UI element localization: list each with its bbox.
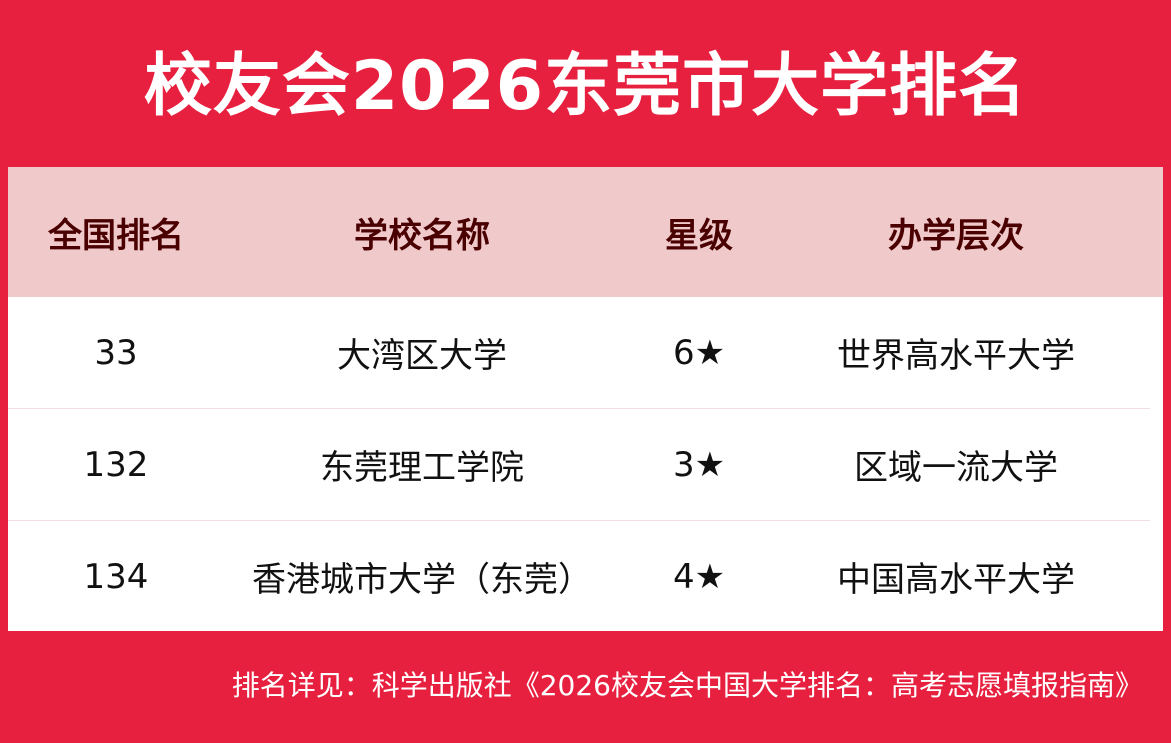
table-row: 132 东莞理工学院 3★ 区域一流大学 (8, 408, 1150, 520)
school-name-cell: 香港城市大学（东莞） (252, 560, 592, 600)
source-footnote: 排名详见：科学出版社《2026校友会中国大学排名：高考志愿填报指南》 (231, 669, 1143, 702)
level-cell: 世界高水平大学 (837, 336, 1075, 376)
rank-cell: 33 (94, 332, 138, 373)
stars-cell: 4★ (672, 556, 726, 597)
school-name-cell: 东莞理工学院 (320, 448, 524, 488)
level-cell: 中国高水平大学 (837, 560, 1075, 600)
header-school-name: 学校名称 (354, 215, 490, 256)
header-level: 办学层次 (888, 215, 1024, 256)
table-row: 33 大湾区大学 6★ 世界高水平大学 (8, 297, 1150, 408)
header-rank: 全国排名 (48, 215, 184, 256)
school-name-cell: 大湾区大学 (337, 336, 507, 376)
stars-cell: 6★ (672, 332, 726, 373)
level-cell: 区域一流大学 (854, 448, 1058, 488)
table-row: 134 香港城市大学（东莞） 4★ 中国高水平大学 (8, 520, 1150, 632)
header-stars: 星级 (665, 215, 733, 256)
table-header: 全国排名 学校名称 星级 办学层次 (8, 167, 1163, 297)
stars-cell: 3★ (672, 444, 726, 485)
rank-cell: 134 (83, 556, 149, 597)
page-title: 校友会2026东莞市大学排名 (143, 47, 1028, 126)
ranking-table: 全国排名 学校名称 星级 办学层次 33 大湾区大学 6★ 世界高水平大学 13… (8, 167, 1163, 631)
rank-cell: 132 (83, 444, 149, 485)
